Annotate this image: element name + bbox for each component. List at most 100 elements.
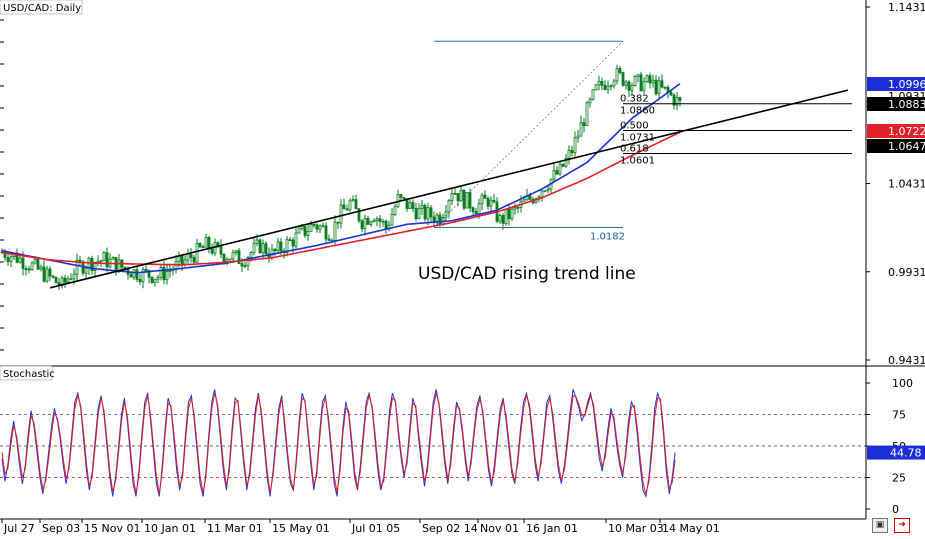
candle-body <box>198 243 202 248</box>
candle-body <box>300 225 304 230</box>
candle-body <box>456 193 460 202</box>
price-badge-black <box>867 139 925 153</box>
stochastic-d-line <box>1 392 676 495</box>
candle-body <box>561 163 565 167</box>
candle-body <box>450 193 454 201</box>
candle-body <box>228 258 232 261</box>
candle-body <box>639 74 643 92</box>
candle-body <box>438 214 442 225</box>
close-icon[interactable]: ➜ <box>894 518 910 533</box>
candle-body <box>276 241 280 252</box>
candle-body <box>195 243 199 263</box>
candle-body <box>369 221 373 225</box>
fib-price-label: 1.0860 <box>620 106 655 117</box>
candle-body <box>306 230 310 236</box>
candle-body <box>552 170 556 180</box>
candle-body <box>654 79 658 95</box>
candle-body <box>285 239 289 254</box>
candle-body <box>564 157 568 167</box>
candle-body <box>297 228 301 234</box>
candle-body <box>417 207 421 220</box>
fib-price-label: 1.0601 <box>620 155 655 166</box>
candle-body <box>183 259 187 265</box>
candle-body <box>573 137 577 154</box>
candle-body <box>207 236 211 250</box>
candle-body <box>216 242 220 246</box>
fib-ratio-label: 0.500 <box>620 121 649 132</box>
candle-body <box>240 263 244 267</box>
candle-body <box>105 252 109 268</box>
candle-body <box>453 193 457 195</box>
candle-body <box>288 239 292 242</box>
candle-body <box>129 273 133 278</box>
candle-body <box>585 102 589 126</box>
candle-body <box>243 265 247 267</box>
candle-body <box>408 202 412 210</box>
candle-body <box>114 257 118 273</box>
rising-trend-line <box>49 89 849 289</box>
candle-body <box>189 253 193 258</box>
candle-body <box>588 98 592 104</box>
candle-body <box>486 198 490 207</box>
sma-fast-line <box>1 83 681 274</box>
candle-body <box>309 224 313 232</box>
x-tick-label: 15 May 01 <box>272 522 330 535</box>
candle-body <box>84 267 88 274</box>
x-tick-label: Sep 03 <box>42 522 80 535</box>
candle-body <box>414 208 418 220</box>
candle-body <box>162 267 166 281</box>
candle-body <box>291 239 295 247</box>
candle-body <box>180 255 184 265</box>
candle-body <box>81 261 85 274</box>
candle-body <box>492 199 496 203</box>
candle-body <box>423 205 427 220</box>
candle-body <box>168 270 172 272</box>
candle-body <box>99 260 103 263</box>
candle-body <box>261 243 265 254</box>
candle-body <box>75 259 79 275</box>
price-y-tick-label: 0.9431 <box>888 354 925 367</box>
candle-body <box>48 268 52 277</box>
candle-body <box>543 190 547 193</box>
candle-body <box>264 243 268 255</box>
x-tick-label: 10 Jan 01 <box>144 522 196 535</box>
candle-body <box>540 190 544 198</box>
candle-body <box>384 220 388 229</box>
scroll-icon[interactable]: ▣ <box>872 518 888 533</box>
candle-body <box>123 266 127 269</box>
x-tick-label: Nov 01 <box>480 522 519 535</box>
candle-body <box>360 220 364 229</box>
candle-body <box>255 239 259 244</box>
candle-body <box>411 202 415 209</box>
candle-body <box>435 214 439 223</box>
candle-body <box>465 192 469 209</box>
candle-body <box>489 199 493 207</box>
candle-body <box>246 257 250 266</box>
price-badge-label: 1.0722 <box>888 125 925 138</box>
candle-body <box>609 85 613 88</box>
candle-body <box>177 255 181 262</box>
candle-body <box>624 81 628 86</box>
candle-body <box>615 68 619 82</box>
candle-body <box>420 205 424 209</box>
stoch-y-tick-label: 75 <box>892 409 906 422</box>
candle-body <box>279 241 283 252</box>
candle-body <box>327 238 331 241</box>
candle-body <box>273 248 277 252</box>
candle-body <box>342 204 346 210</box>
candle-body <box>600 80 604 86</box>
stoch-y-tick-label: 0 <box>892 503 899 516</box>
candle-body <box>612 80 616 87</box>
candle-body <box>186 253 190 261</box>
price-badge-label: 1.0996 <box>888 78 925 91</box>
candle-body <box>429 207 433 218</box>
candle-body <box>597 80 601 86</box>
candle-body <box>69 278 73 281</box>
price-badge-blue <box>867 77 925 91</box>
candle-body <box>150 276 154 283</box>
candle-body <box>294 232 298 247</box>
candle-body <box>663 86 667 89</box>
candle-body <box>72 273 76 280</box>
candle-body <box>54 276 58 284</box>
